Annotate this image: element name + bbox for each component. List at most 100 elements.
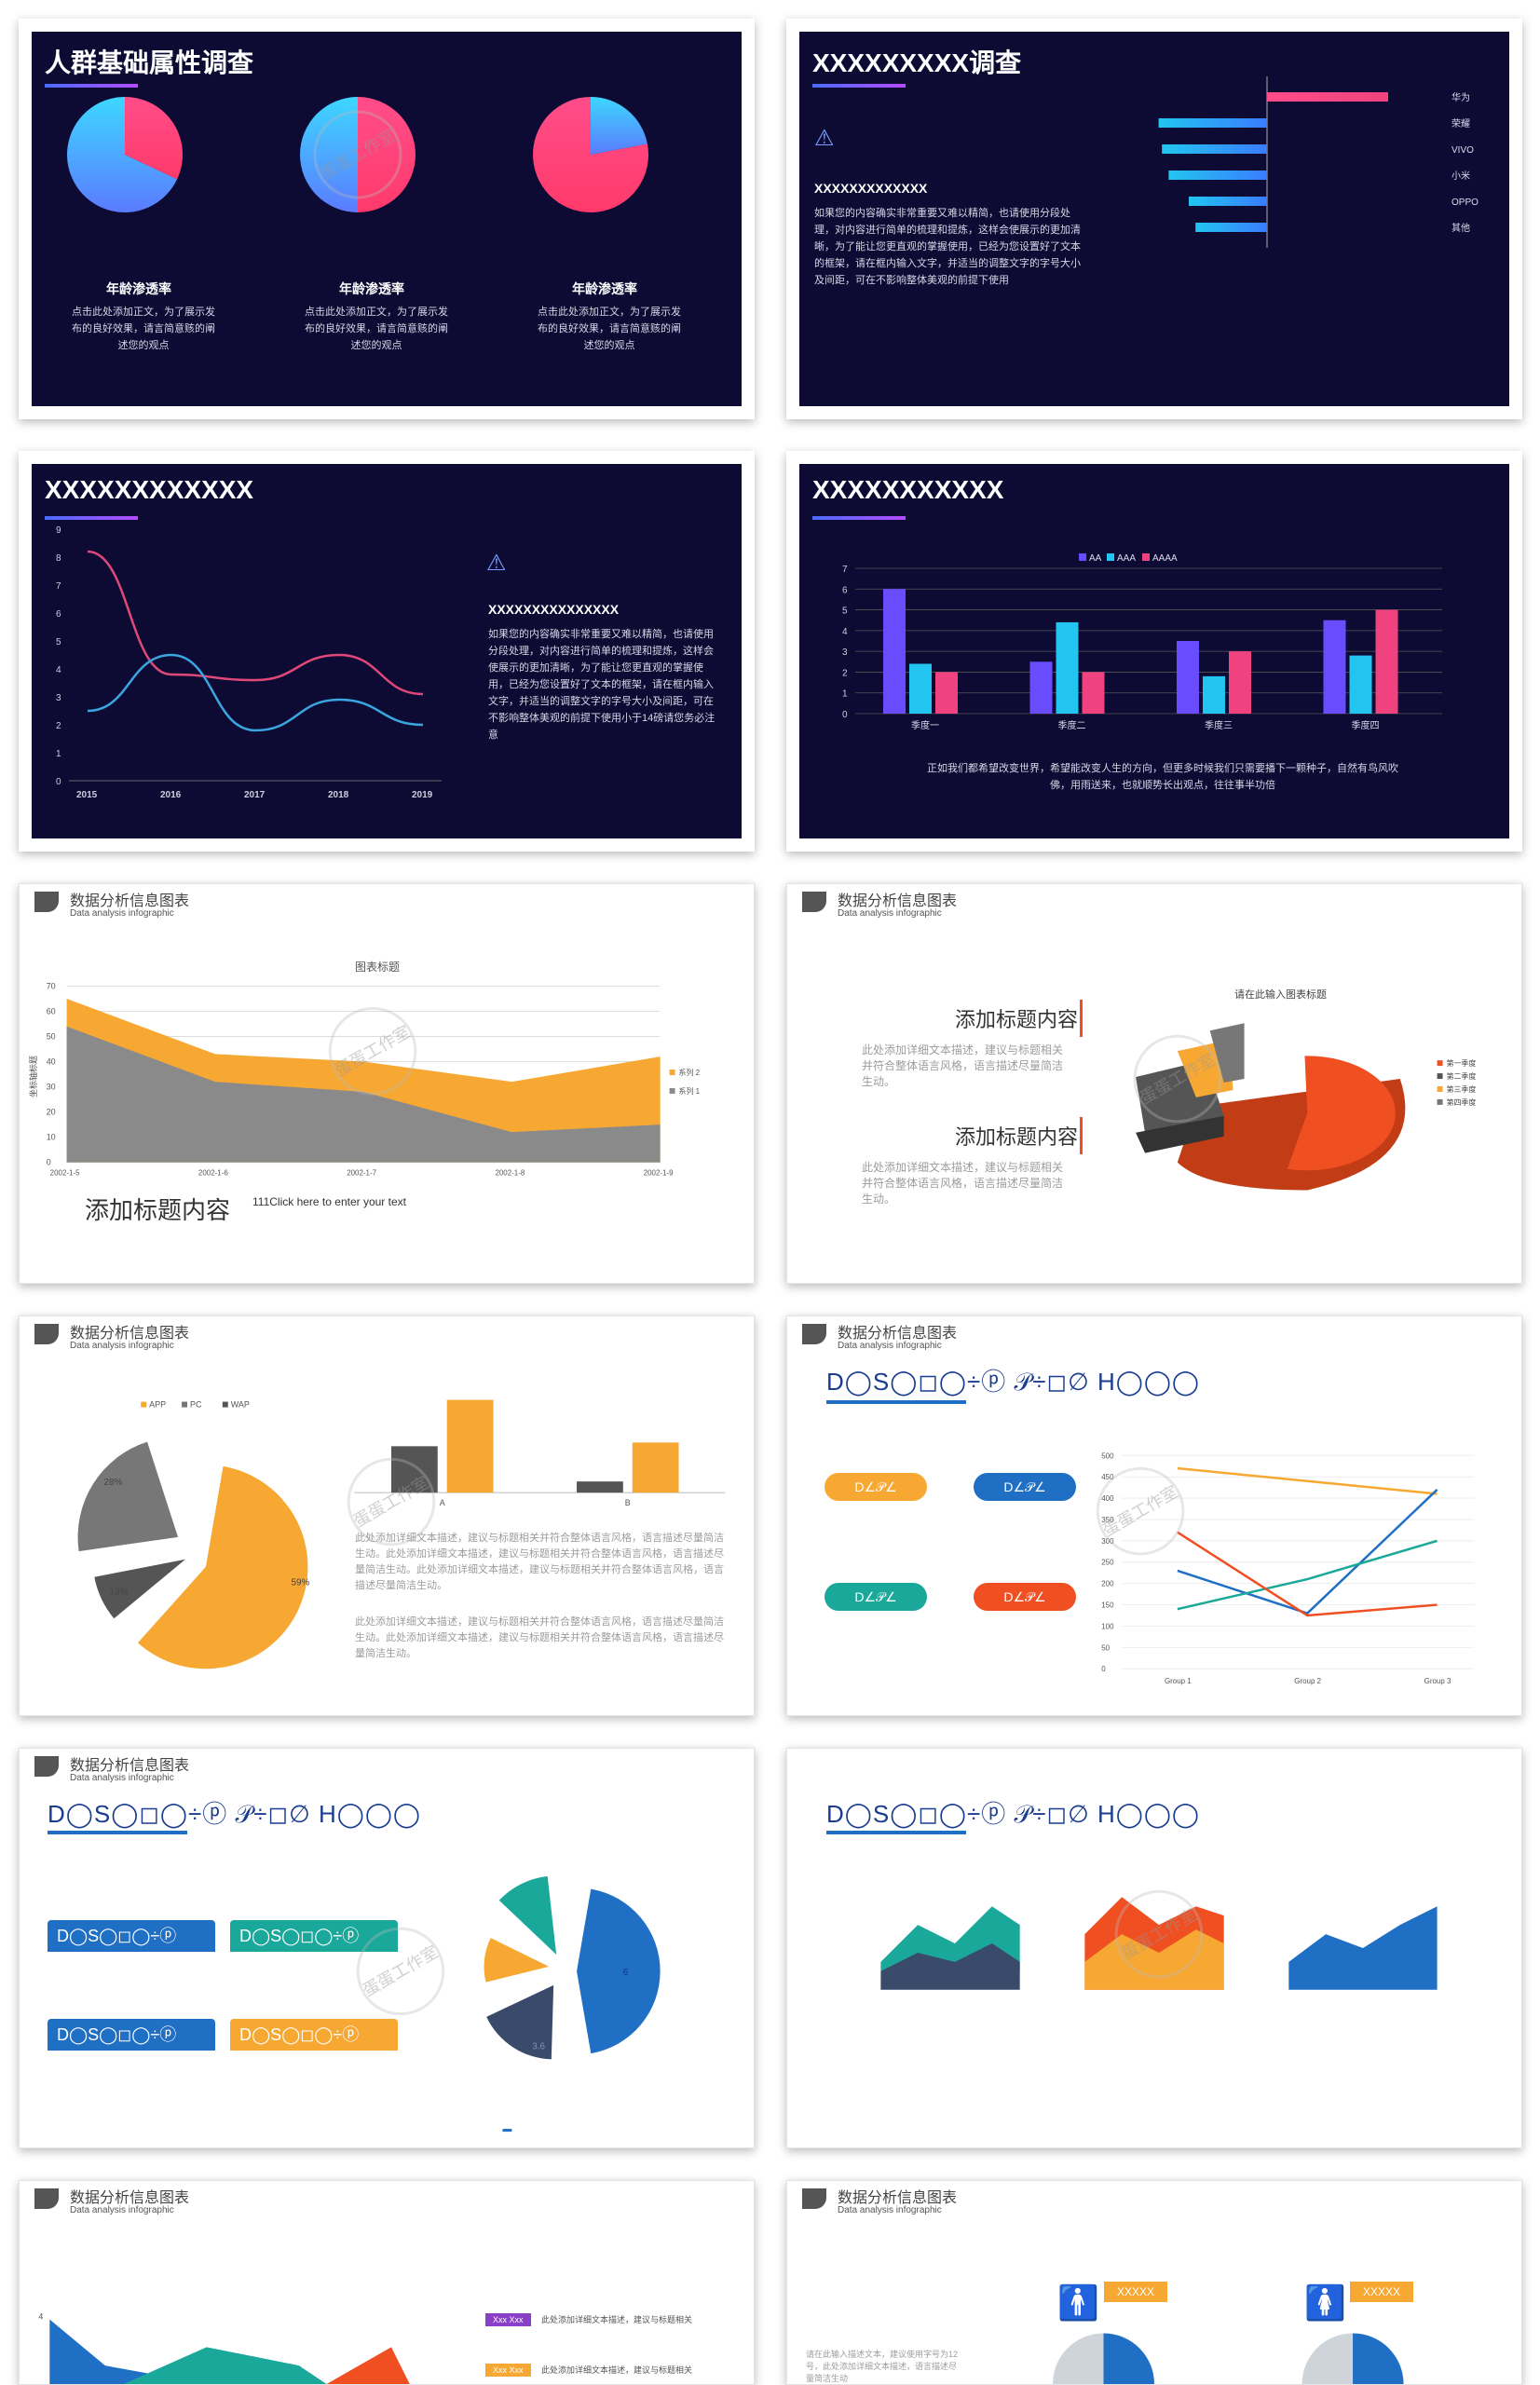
warning-icon: ⚠ — [486, 551, 507, 576]
y-tick-label: 4 — [38, 2312, 43, 2322]
heading-2-bar — [1080, 1117, 1083, 1154]
pie-slice — [486, 1984, 554, 2060]
slide-10[interactable]: D◯S◯◻◯÷ⓟ 𝒫÷◻∅ H◯◯◯ 蛋蛋工作室 — [786, 1748, 1522, 2148]
bar — [935, 672, 958, 714]
x-tick-label: 2017 — [244, 790, 266, 800]
header-subtitle: Data analysis infographic — [70, 1341, 174, 1351]
header-subtitle: Data analysis infographic — [838, 2205, 942, 2215]
bar — [577, 1481, 623, 1493]
pie-label-1: 年龄渗透率 — [106, 281, 171, 296]
slide-8[interactable]: 数据分析信息图表 Data analysis infographic D◯S◯◻… — [786, 1315, 1522, 1716]
y-tick-label: 100 — [1101, 1622, 1114, 1630]
header-title: 数据分析信息图表 — [838, 1326, 958, 1342]
slide-6[interactable]: 数据分析信息图表 Data analysis infographic 请在此输入… — [786, 883, 1522, 1284]
slide-5[interactable]: 数据分析信息图表 Data analysis infographic 图表标题 … — [19, 883, 755, 1284]
slide-4[interactable]: XXXXXXXXXXX 0 1 2 3 4 5 6 7 季度一 季度二 季度三 季度四 AA AAA AAA… — [786, 451, 1522, 852]
watermark-ring — [356, 1927, 445, 2016]
bar — [1158, 118, 1267, 128]
bar — [1229, 651, 1251, 714]
body-text: 如果您的内容确实非常重要又难以精简，也请使用分段处理，对内容进行简单的梳理和提炼… — [814, 208, 1081, 286]
label-1: XXXXX — [1104, 2282, 1168, 2302]
pie-slice-q4 — [1209, 1023, 1245, 1083]
y-tick-label: 450 — [1101, 1473, 1114, 1481]
card-1[interactable]: D◯S◯◻◯÷ⓟ — [48, 1920, 215, 1952]
x-tick-label: A — [440, 1498, 445, 1507]
card-3[interactable]: D◯S◯◻◯÷ⓟ — [48, 2019, 215, 2051]
watermark-ring — [313, 110, 402, 199]
y-tick-label: 3 — [842, 647, 848, 658]
pill-4[interactable]: D∠𝒫∠ — [974, 1583, 1076, 1611]
tag-2: Xxx Xxx — [485, 2364, 531, 2377]
body-text: 如果您的内容确实非常重要又难以精简，也请使用分段处理，对内容进行简单的梳理和提炼… — [488, 629, 715, 741]
card-2[interactable]: D◯S◯◻◯÷ⓟ — [230, 1920, 398, 1952]
y-tick-label: 7 — [842, 565, 848, 575]
bar — [1029, 661, 1053, 714]
legend-label: 第三季度 — [1447, 1084, 1477, 1094]
legend-label: 系列 2 — [679, 1068, 701, 1077]
note-text: 111Click here to enter your text — [252, 1195, 406, 1208]
pie-value: 6 — [623, 1968, 629, 1978]
watermark-ring — [1096, 1466, 1185, 1556]
y-tick-label: 30 — [47, 1083, 56, 1092]
slide-9[interactable]: 数据分析信息图表 Data analysis infographic D◯S◯◻… — [19, 1748, 755, 2148]
legend-label: AA — [1089, 553, 1102, 564]
y-tick-label: 200 — [1101, 1580, 1114, 1588]
pie-slice-minor — [591, 97, 647, 155]
slide-title: XXXXXXXXX调查 — [812, 48, 1022, 77]
y-tick-label: 300 — [1101, 1537, 1114, 1546]
header-title: 数据分析信息图表 — [70, 2190, 190, 2206]
x-tick-label: 2019 — [412, 790, 433, 800]
y-tick-label: 2 — [56, 721, 61, 731]
pie-slice — [1103, 2333, 1154, 2384]
logo — [34, 892, 59, 912]
slide-11[interactable]: 数据分析信息图表 Data analysis infographic 4 Xxx… — [19, 2180, 755, 2385]
y-tick-label: 50 — [47, 1032, 56, 1042]
tag-1: Xxx Xxx — [485, 2313, 531, 2326]
legend-swatch — [1437, 1060, 1443, 1067]
pie-and-bar-chart: APP PC WAP 28% 13% 59% A B 蛋蛋工作室 — [77, 1400, 726, 1670]
slide-3[interactable]: XXXXXXXXXXXX 0 1 2 3 4 5 6 7 8 9 2015 2016 2017 2018 2… — [19, 451, 755, 852]
bar — [1203, 675, 1225, 714]
pill-3[interactable]: D∠𝒫∠ — [825, 1583, 927, 1611]
bar — [1056, 621, 1079, 714]
bar — [1168, 170, 1267, 180]
x-tick-label: B — [625, 1498, 631, 1507]
title-underline — [45, 516, 138, 520]
y-tick-label: 0 — [47, 1158, 51, 1167]
pie-slice-major — [67, 97, 178, 212]
chart-title: 请在此输入图表标题 — [1234, 989, 1327, 1001]
bar — [1162, 144, 1267, 154]
pie-slice-minor — [125, 97, 183, 180]
bar — [1082, 672, 1105, 714]
pie-label: 59% — [291, 1578, 309, 1588]
title-underline — [826, 1831, 966, 1834]
legend-label: AAA — [1117, 553, 1136, 564]
slide-1[interactable]: 人群基础属性调查 蛋蛋工作室 年龄渗透率 年龄渗透率 年龄渗透率 点击此处添加正… — [19, 19, 755, 419]
pill-1[interactable]: D∠𝒫∠ — [825, 1473, 927, 1501]
title-underline — [45, 84, 138, 88]
series-line — [1177, 1539, 1438, 1611]
area — [49, 2319, 207, 2384]
pill-2[interactable]: D∠𝒫∠ — [974, 1473, 1076, 1501]
x-tick-label: 季度四 — [1352, 719, 1380, 731]
slide-2[interactable]: XXXXXXXXX调查 ⚠ XXXXXXXXXXXXX 如果您的内容确实非常重要… — [786, 19, 1522, 419]
slide-12[interactable]: 数据分析信息图表 Data analysis infographic 请在此输入… — [786, 2180, 1522, 2385]
pie-side-q2 — [1136, 1115, 1224, 1153]
bar — [909, 663, 932, 714]
tag-2-text: 此处添加详细文本描述，建议与标题相关 — [541, 2365, 693, 2375]
area — [1288, 1906, 1438, 1990]
pie-charts: 蛋蛋工作室 — [67, 97, 648, 212]
area-series — [66, 1026, 661, 1163]
bar-label: 小米 — [1451, 170, 1470, 182]
pie-slice — [498, 1875, 557, 1955]
card-4[interactable]: D◯S◯◻◯÷ⓟ — [230, 2019, 398, 2051]
y-tick-label: 60 — [47, 1006, 56, 1015]
legend-label: AAAA — [1152, 553, 1178, 564]
legend-label: APP — [149, 1400, 166, 1410]
x-tick-label: Group 2 — [1294, 1677, 1321, 1685]
slide-7[interactable]: 数据分析信息图表 Data analysis infographic APP PC… — [19, 1315, 755, 1716]
header-title: 数据分析信息图表 — [838, 2190, 958, 2206]
x-tick-label: 季度三 — [1205, 719, 1233, 731]
